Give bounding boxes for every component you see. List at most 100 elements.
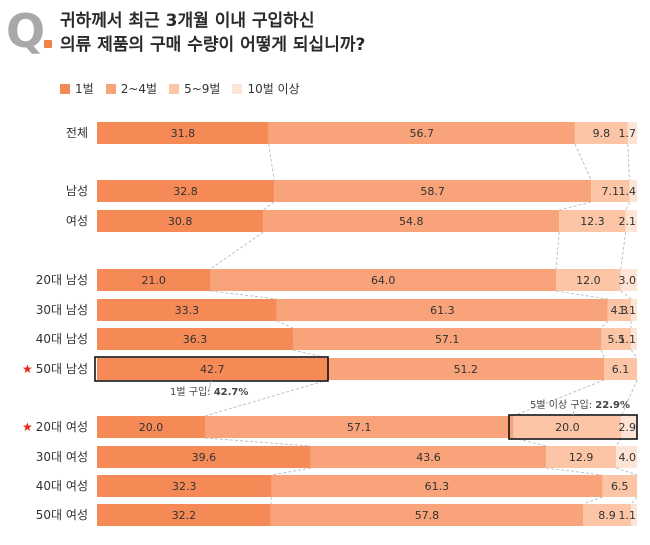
connector-4-3 xyxy=(620,290,632,300)
value-label-20대-여성-3: 20.0 xyxy=(555,421,580,434)
value-label-40대-여성-1: 32.3 xyxy=(172,480,197,493)
value-label-20대-남성-1: 21.0 xyxy=(141,274,166,287)
bar-20대-여성-seg-2 xyxy=(205,416,514,438)
value-label-40대-남성-1: 36.3 xyxy=(183,333,208,346)
value-label-50대-남성-3: 6.1 xyxy=(612,363,630,376)
value-label-40대-남성-4: 1.1 xyxy=(619,333,637,346)
legend-item-1: 1벌 xyxy=(60,80,94,97)
annotation-leader-2 xyxy=(572,410,575,416)
legend-swatch-1 xyxy=(60,83,70,94)
legend-item-2: 2~4벌 xyxy=(105,80,157,97)
connector-6-1 xyxy=(292,349,328,359)
bar-20대-여성-seg-4 xyxy=(621,416,637,438)
value-label-남성-1: 32.8 xyxy=(173,185,198,198)
value-label-여성-2: 54.8 xyxy=(399,215,424,228)
bar-30대-남성-seg-2 xyxy=(276,299,608,321)
bar-전체-seg-2 xyxy=(268,122,575,144)
value-label-20대-여성-1: 20.0 xyxy=(139,421,164,434)
bar-30대-남성-seg-4 xyxy=(631,299,637,321)
legend-swatch-4 xyxy=(232,83,243,94)
bar-20대-여성-seg-1 xyxy=(97,416,205,438)
bar-남성-seg-4 xyxy=(629,180,637,202)
value-label-20대-남성-3: 12.0 xyxy=(576,274,601,287)
bar-30대-여성-seg-3 xyxy=(546,446,616,468)
value-label-30대-여성-4: 4.0 xyxy=(619,451,637,464)
bar-30대-남성-seg-1 xyxy=(97,299,277,321)
annotation-text-2: 5벌 이상 구입: 22.9% xyxy=(530,398,630,411)
value-label-40대-남성-3: 5.5 xyxy=(607,333,625,346)
bar-여성-seg-4 xyxy=(625,210,637,232)
bar-20대-남성-seg-4 xyxy=(620,269,637,291)
bar-20대-남성-seg-2 xyxy=(210,269,556,291)
category-label-20대-여성: 20대 여성 xyxy=(36,420,88,434)
connector-4-1 xyxy=(210,290,277,300)
value-label-남성-3: 7.1 xyxy=(602,185,620,198)
category-label-30대-여성: 30대 여성 xyxy=(36,450,88,464)
highlight-star-icon: ★ xyxy=(22,420,33,434)
category-label-30대-남성: 30대 남성 xyxy=(36,303,88,317)
connector-3-2 xyxy=(555,231,560,270)
value-label-30대-남성-3: 4.3 xyxy=(611,304,629,317)
bar-50대-여성-seg-2 xyxy=(270,504,583,526)
value-label-50대-여성-2: 57.8 xyxy=(415,509,440,522)
legend-label-3: 5~9벌 xyxy=(184,82,221,96)
bar-남성-seg-2 xyxy=(274,180,592,202)
connector-9-2 xyxy=(546,467,603,476)
value-label-전체-2: 56.7 xyxy=(410,127,435,140)
connector-10-2 xyxy=(582,496,603,505)
value-label-30대-여성-2: 43.6 xyxy=(416,451,441,464)
bar-30대-여성-seg-4 xyxy=(615,446,637,468)
value-label-40대-여성-3: 6.5 xyxy=(611,480,629,493)
connector-3-1 xyxy=(210,231,264,270)
value-label-30대-남성-1: 33.3 xyxy=(175,304,200,317)
category-label-전체: 전체 xyxy=(66,126,88,140)
value-label-여성-3: 12.3 xyxy=(580,215,605,228)
q-mark-dot xyxy=(44,40,52,48)
bar-40대-남성-seg-4 xyxy=(631,328,637,350)
category-label-남성: 남성 xyxy=(66,184,88,198)
value-label-20대-남성-4: 3.0 xyxy=(619,274,637,287)
bar-20대-남성-seg-1 xyxy=(97,269,211,291)
bar-50대-남성-seg-1 xyxy=(97,358,328,380)
category-label-40대-남성: 40대 남성 xyxy=(36,332,88,346)
bar-여성-seg-3 xyxy=(559,210,626,232)
connector-1-2 xyxy=(574,143,592,181)
bar-남성-seg-3 xyxy=(591,180,630,202)
bar-30대-여성-seg-1 xyxy=(97,446,311,468)
bar-20대-여성-seg-3 xyxy=(513,416,622,438)
value-label-50대-여성-4: 1.1 xyxy=(619,509,637,522)
title-line-2: 의류 제품의 구매 수량이 어떻게 되십니까? xyxy=(60,35,366,55)
connector-6-2 xyxy=(600,349,605,359)
category-label-50대-남성: 50대 남성 xyxy=(36,362,88,376)
value-label-전체-3: 9.8 xyxy=(593,127,611,140)
connector-8-1 xyxy=(204,437,311,447)
value-label-50대-여성-1: 32.2 xyxy=(172,509,197,522)
value-label-40대-남성-2: 57.1 xyxy=(435,333,460,346)
legend-item-3: 5~9벌 xyxy=(169,80,220,97)
value-label-50대-남성-2: 51.2 xyxy=(454,363,479,376)
bar-40대-남성-seg-2 xyxy=(293,328,602,350)
category-label-50대-여성: 50대 여성 xyxy=(36,508,88,522)
connector-10-1 xyxy=(270,496,272,505)
value-label-전체-1: 31.8 xyxy=(171,127,196,140)
legend-label-1: 1벌 xyxy=(75,82,94,96)
bar-50대-남성-seg-2 xyxy=(327,358,605,380)
value-label-50대-여성-3: 8.9 xyxy=(598,509,616,522)
highlight-star-icon: ★ xyxy=(22,362,33,376)
connector-2-2 xyxy=(559,201,592,211)
bar-여성-seg-1 xyxy=(97,210,264,232)
category-label-여성: 여성 xyxy=(66,214,88,228)
bar-40대-남성-seg-3 xyxy=(601,328,632,350)
connector-10-3 xyxy=(630,496,638,505)
connector-7-3 xyxy=(620,379,638,417)
annotation-leader-1 xyxy=(207,380,212,393)
connector-7-1 xyxy=(204,379,328,417)
legend-label-4: 10벌 이상 xyxy=(247,82,300,96)
value-label-남성-2: 58.7 xyxy=(420,185,445,198)
legend-swatch-2 xyxy=(105,83,116,94)
bar-전체-seg-3 xyxy=(574,122,628,144)
connector-1-1 xyxy=(268,143,275,181)
value-label-20대-여성-2: 57.1 xyxy=(347,421,372,434)
